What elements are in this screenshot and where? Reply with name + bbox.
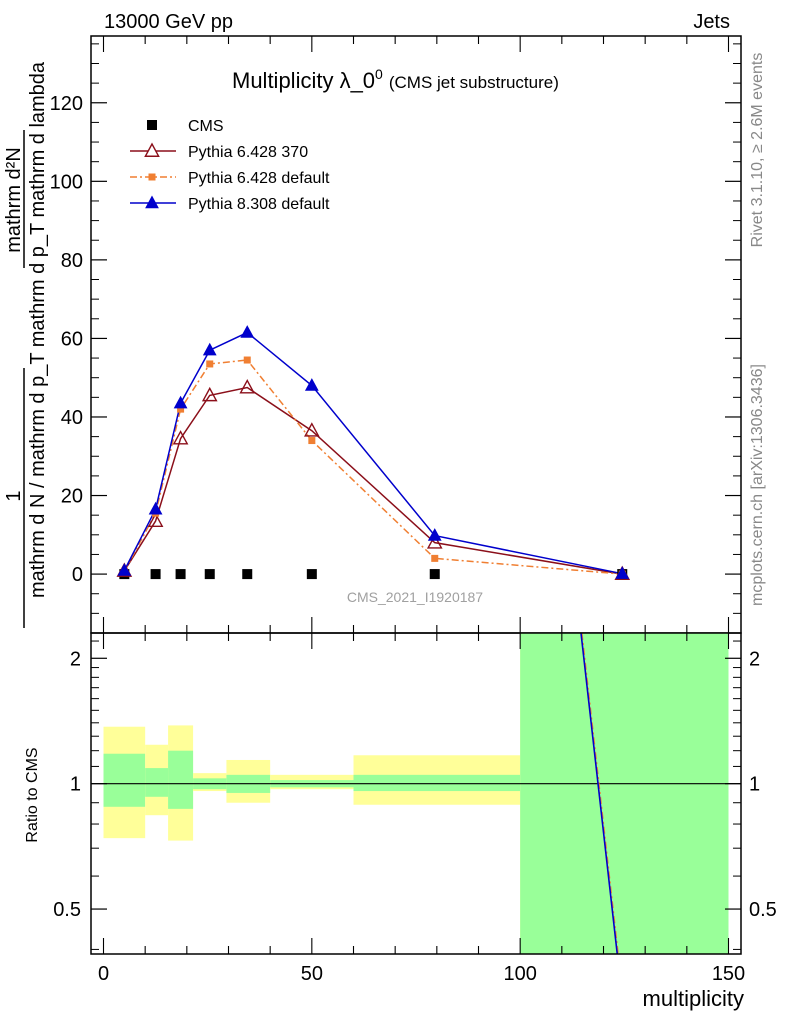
- ylabel-numerator: mathrm d²N: [3, 147, 25, 253]
- ratio-band-inner: [353, 774, 521, 792]
- ratio-band-inner: [520, 633, 729, 954]
- legend-label: Pythia 6.428 default: [188, 170, 330, 187]
- xtick-label: 0: [98, 963, 109, 985]
- ratio-ytick-label-right: 2: [749, 648, 760, 670]
- ratio-band-inner: [103, 753, 146, 807]
- header-energy: 13000 GeV pp: [104, 11, 233, 33]
- pythia6-370-point: [172, 430, 189, 445]
- legend-entry: CMS: [147, 118, 224, 135]
- main-ytick-label: 120: [50, 93, 83, 115]
- main-ytick-label: 20: [61, 486, 83, 508]
- ratio-ytick-label: 2: [70, 648, 81, 670]
- main-y-label: 1 mathrm d²N mathrm d N / mathrm d p_T m…: [3, 61, 49, 628]
- rivet-label: Rivet 3.1.10, ≥ 2.6M events: [749, 53, 766, 248]
- main-series-line: [123, 359, 623, 575]
- chart-title-superscript: 0: [375, 66, 383, 82]
- pythia6-default-point: [431, 554, 439, 562]
- main-ytick-label: 80: [61, 250, 83, 272]
- legend-marker-filled-triangle: [145, 195, 159, 209]
- ylabel-denominator: mathrm d N / mathrm d p_T mathrm d p_T m…: [27, 61, 49, 598]
- ylabel-one: 1: [3, 490, 25, 501]
- pythia6-370-point: [239, 379, 256, 394]
- ratio-y-label: Ratio to CMS: [24, 747, 41, 842]
- cms-point: [175, 569, 186, 580]
- xtick-label: 150: [712, 963, 745, 985]
- ratio-ytick-label: 1: [70, 774, 81, 796]
- cms-point: [150, 569, 161, 580]
- pythia8-point: [117, 563, 132, 576]
- ratio-ytick-label: 0.5: [53, 899, 81, 921]
- ratio-series-line: [581, 632, 619, 955]
- pythia8-point: [304, 378, 319, 391]
- pythia6-default-point: [177, 405, 185, 413]
- main-ytick-label: 60: [61, 328, 83, 350]
- legend-entry: Pythia 6.428 370: [130, 142, 308, 161]
- ratio-ytick-label-right: 1: [749, 774, 760, 796]
- cms-point: [242, 569, 253, 580]
- legend-entry: Pythia 6.428 default: [130, 170, 330, 187]
- pythia8-point: [240, 325, 255, 338]
- mcplots-label: mcplots.cern.ch [arXiv:1306.3436]: [749, 364, 766, 606]
- chart-title: Multiplicity λ_00 (CMS jet substructure): [232, 66, 559, 93]
- legend-marker-open-triangle: [144, 142, 160, 157]
- pythia6-default-point: [206, 360, 214, 368]
- legend: CMS Pythia 6.428 370 Pythia 6.428 default P…: [130, 118, 330, 213]
- main-ytick-label: 0: [72, 564, 83, 586]
- ratio-frame: [90, 632, 742, 955]
- header-jets: Jets: [693, 11, 730, 33]
- chart-title-main: Multiplicity λ_0: [232, 68, 375, 93]
- main-series-line: [123, 331, 623, 575]
- xtick-label: 50: [301, 963, 323, 985]
- pythia6-370-point: [304, 422, 320, 437]
- ratio-panel: 0.5 0.5 1 1 2 2 0 50 100 150: [53, 632, 777, 985]
- main-panel: 0 20 40 60 80 100 120 CMS_2021_I1920187 Multip…: [50, 35, 742, 634]
- legend-marker-cms: [147, 120, 157, 130]
- legend-label: Pythia 8.308 default: [188, 196, 330, 213]
- pythia6-default-point: [308, 437, 316, 445]
- main-ytick-label: 100: [50, 171, 83, 193]
- pythia6-default-point: [243, 356, 251, 364]
- main-ytick-label: 40: [61, 407, 83, 429]
- legend-entry: Pythia 8.308 default: [130, 195, 330, 213]
- main-series-line: [123, 386, 623, 575]
- pythia8-point: [202, 342, 217, 356]
- ratio-ytick-label-right: 0.5: [749, 899, 777, 921]
- x-axis-label: multiplicity: [643, 986, 744, 1011]
- pythia6-370-point: [426, 534, 443, 549]
- pythia6-370-point: [201, 386, 218, 402]
- pythia8-point: [173, 395, 188, 409]
- watermark: CMS_2021_I1920187: [347, 589, 483, 605]
- ratio-series-line: [580, 632, 619, 955]
- pythia8-point: [148, 501, 163, 515]
- legend-marker-square: [148, 173, 156, 181]
- cms-point: [429, 569, 440, 580]
- chart-title-sub: (CMS jet substructure): [389, 73, 559, 92]
- cms-point: [204, 569, 215, 580]
- ratio-band-inner: [168, 750, 194, 809]
- legend-label: CMS: [188, 118, 224, 135]
- xtick-label: 100: [503, 963, 536, 985]
- pythia6-370-point: [147, 512, 164, 528]
- cms-point: [306, 569, 317, 580]
- pythia8-point: [427, 528, 442, 541]
- ratio-band-inner: [145, 768, 169, 797]
- pythia8-point: [615, 566, 630, 579]
- legend-label: Pythia 6.428 370: [188, 144, 308, 161]
